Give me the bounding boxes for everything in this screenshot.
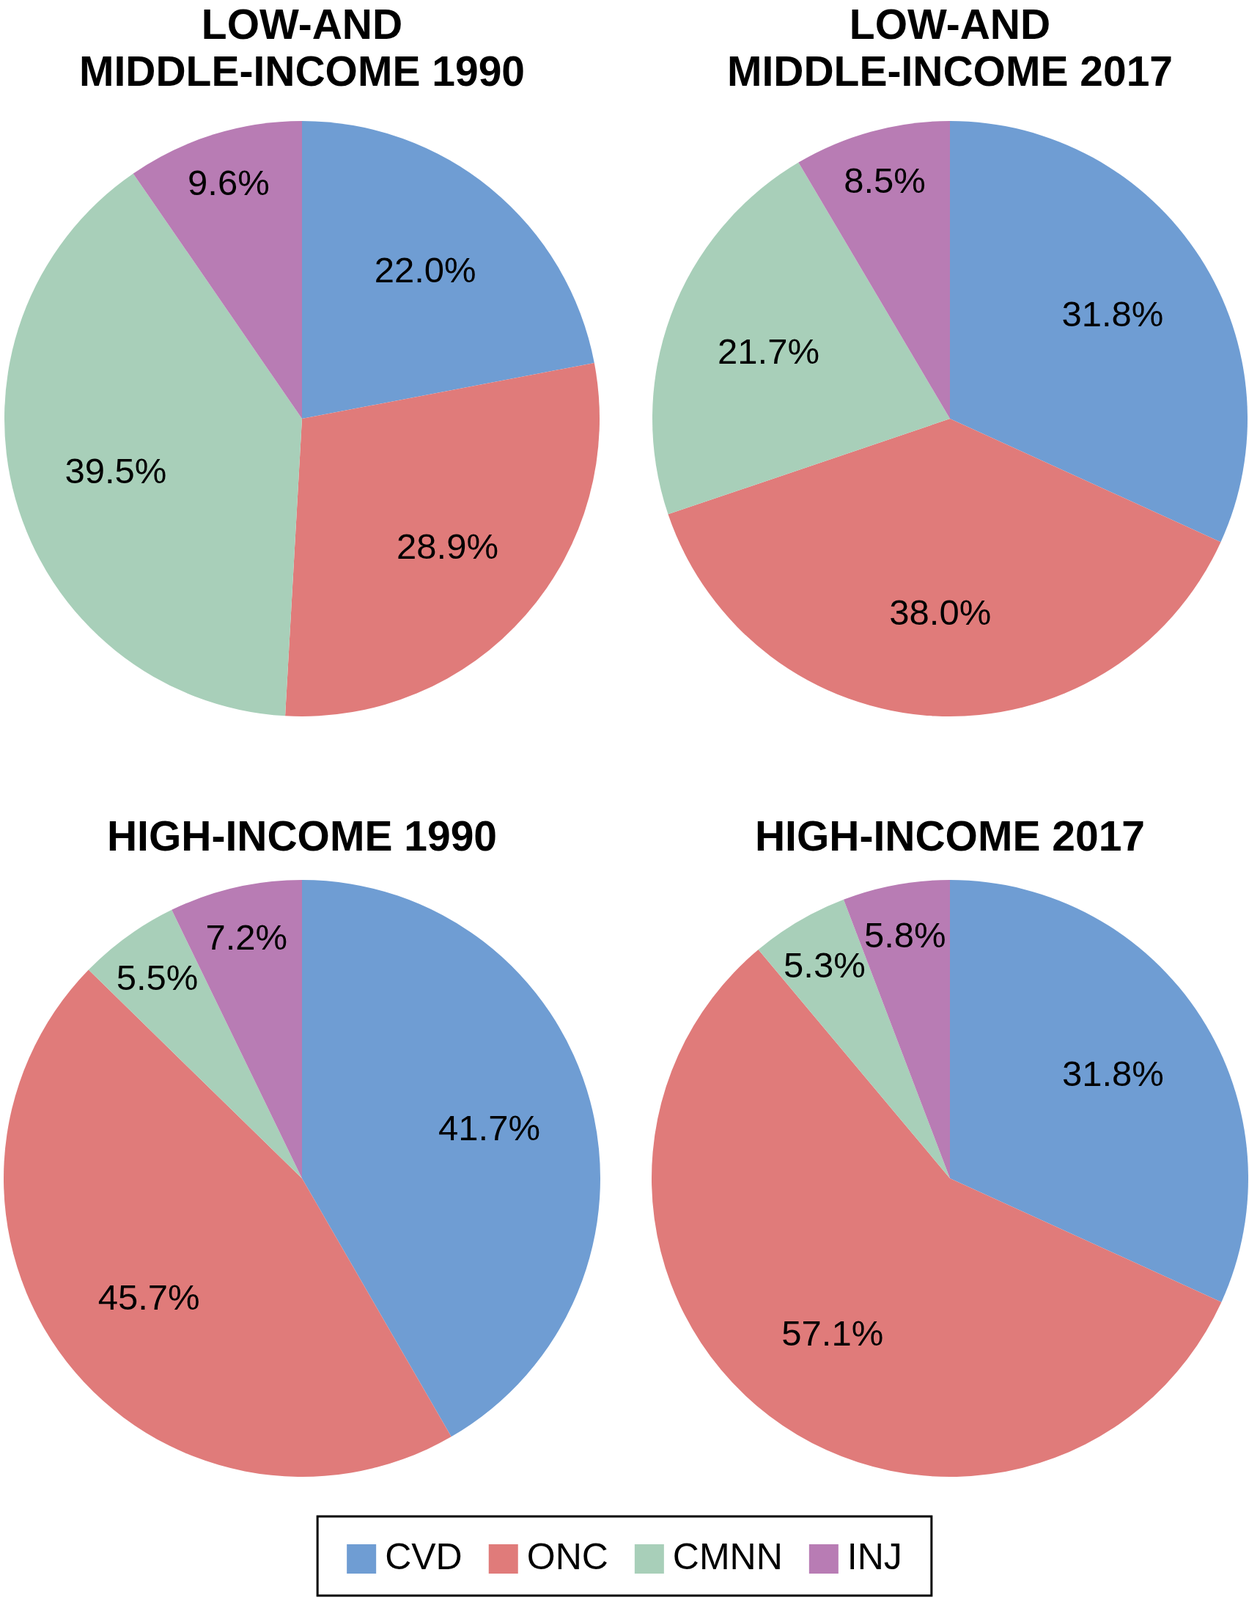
pie-slice [133,120,302,419]
data-label: 5.3% [783,944,866,985]
title-line: LOW-AND [849,0,1051,48]
legend-swatch [634,1543,665,1573]
data-label: 31.8% [1062,1053,1164,1093]
title-line: HIGH-INCOME 1990 [107,812,497,860]
pie-chart: HIGH-INCOME 1990 41.7% 45.7% 5.5%7.2% [3,812,601,1477]
legend-label: CVD [384,1535,463,1577]
title-line: MIDDLE-INCOME 1990 [79,47,525,95]
chart-title: LOW-ANDMIDDLE-INCOME 1990 [79,0,525,95]
data-label: 9.6% [187,162,270,203]
data-labels: 31.8% 38.0% 21.7% 8.5% [717,160,1164,632]
chart-title: LOW-ANDMIDDLE-INCOME 2017 [727,0,1173,95]
slices [651,879,1249,1477]
data-label: 57.1% [781,1312,884,1353]
slices [652,120,1248,717]
legend: CVD ONC CMNN INJ [317,1515,932,1595]
data-label: 5.5% [116,957,199,997]
title-line: LOW-AND [201,0,403,48]
chart-title: HIGH-INCOME 1990 [107,812,497,860]
data-label: 41.7% [438,1107,541,1148]
figure: LOW-ANDMIDDLE-INCOME 199022.0%28.9%39.5%… [0,0,1249,1600]
data-labels: 22.0% 28.9% 39.5% 9.6% [64,162,499,566]
legend-swatch [488,1543,519,1573]
data-label: 5.8% [864,914,947,955]
legend-box [317,1515,932,1595]
data-label: 31.8% [1061,293,1164,334]
legend-label: CMNN [672,1535,783,1577]
legend-swatch [809,1543,839,1573]
data-label: 38.0% [889,592,991,632]
title-line: HIGH-INCOME 2017 [754,812,1145,860]
pie-slice [798,120,950,419]
pie-slice [843,879,950,1178]
pie-chart: HIGH-INCOME 2017 31.8% 57.1% 5.3%5.8% [651,812,1249,1477]
pie-chart: LOW-ANDMIDDLE-INCOME 1990 22.0% 28.9% 39.5%… [4,0,600,717]
legend-items: CVD ONC CMNN INJ [346,1535,903,1577]
slices [4,120,600,717]
legend-swatch [346,1543,377,1573]
title-line: MIDDLE-INCOME 2017 [727,47,1173,95]
slices [3,879,601,1477]
pie-slice [285,362,600,717]
pie-slice [171,879,302,1178]
chart-title: HIGH-INCOME 2017 [754,812,1145,860]
legend-label: ONC [527,1535,609,1577]
data-label: 28.9% [396,526,499,566]
data-label: 22.0% [374,249,477,290]
data-label: 45.7% [98,1276,201,1317]
legend-label: INJ [847,1535,903,1577]
data-labels: 41.7% 45.7% 5.5%7.2% [98,916,541,1318]
data-label: 21.7% [717,331,820,371]
data-label: 8.5% [843,160,926,201]
data-label: 39.5% [64,450,167,491]
data-labels: 31.8% 57.1% 5.3%5.8% [781,914,1164,1353]
pie-chart: LOW-ANDMIDDLE-INCOME 2017 31.8% 38.0% 21.7%… [652,0,1248,717]
data-label: 7.2% [205,916,288,957]
